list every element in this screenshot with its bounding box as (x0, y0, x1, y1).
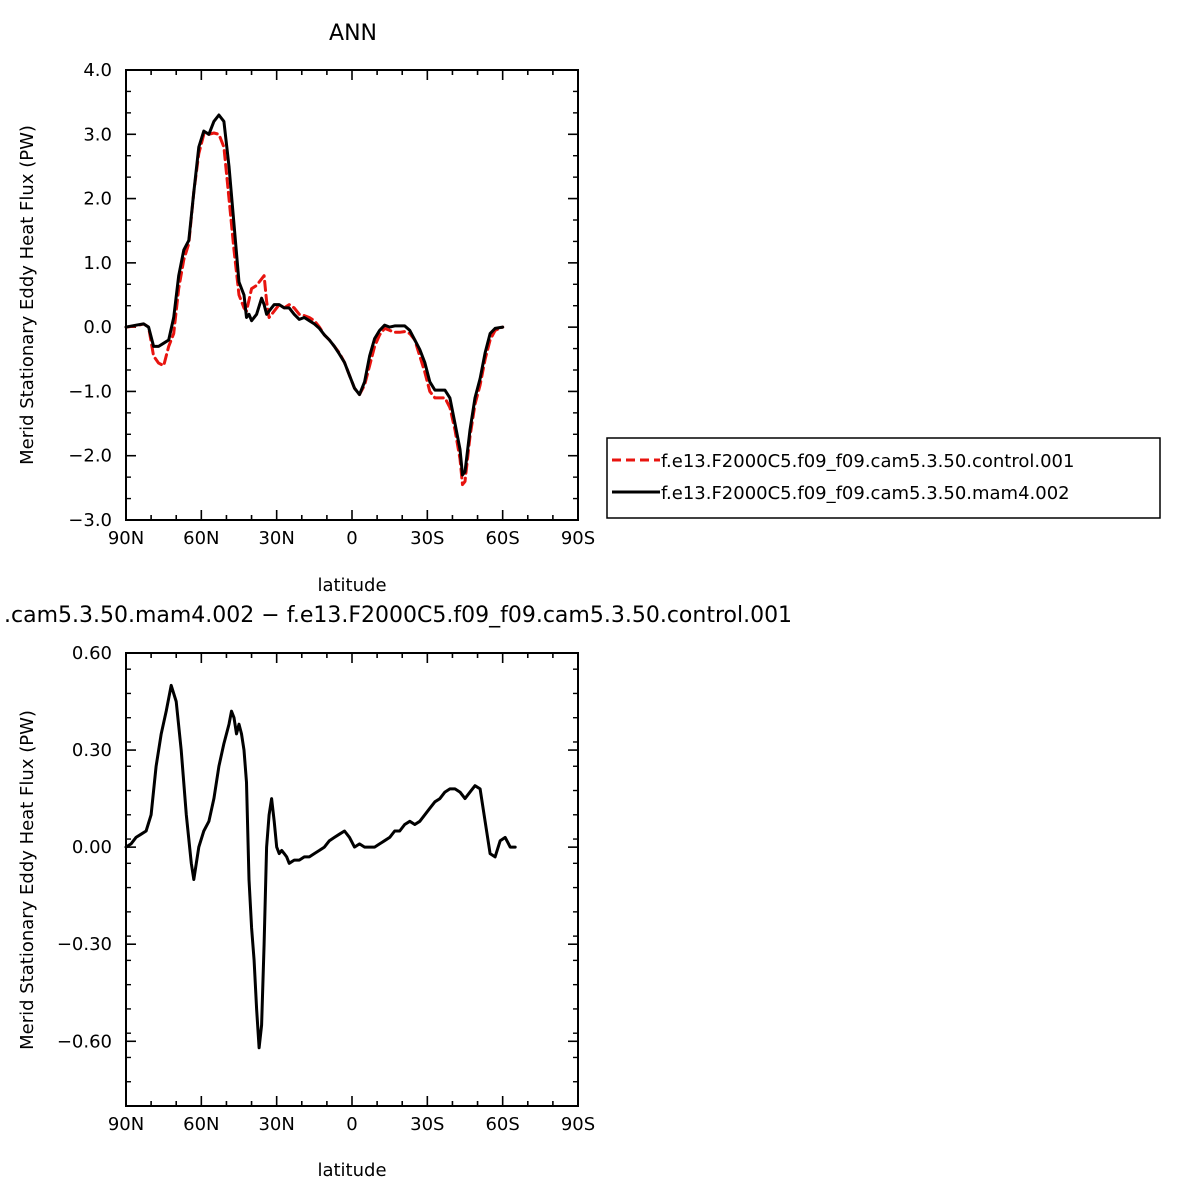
x-tick-label: 60N (183, 1114, 219, 1135)
x-tick-label: 60S (485, 528, 519, 549)
y-tick-label: 4.0 (83, 60, 112, 81)
top-y-axis-label: Merid Stationary Eddy Heat Flux (PW) (17, 125, 38, 465)
y-tick-label: −0.60 (57, 1031, 112, 1052)
x-tick-label: 90N (108, 1114, 144, 1135)
y-tick-label: 3.0 (83, 124, 112, 145)
x-tick-label: 30N (258, 1114, 294, 1135)
y-tick-label: 1.0 (83, 253, 112, 274)
top-plot-frame (125, 69, 579, 521)
x-tick-label: 90N (108, 528, 144, 549)
x-tick-label: 90S (561, 1114, 595, 1135)
bottom-x-axis-label: latitude (317, 1160, 386, 1181)
x-tick-label: 90S (561, 528, 595, 549)
y-tick-label: −3.0 (68, 510, 112, 531)
top-y-tick-labels: 4.0 3.0 2.0 1.0 0.0 −1.0 −2.0 −3.0 (68, 60, 112, 531)
top-panel: ANN 4.0 3.0 2.0 1.0 0.0 −1.0 −2.0 −3.0 90N 60N 30… (17, 21, 1161, 596)
y-tick-label: 0.30 (72, 740, 112, 761)
top-tick-marks (125, 69, 579, 521)
x-tick-label: 0 (346, 1114, 357, 1135)
y-tick-label: 0.00 (72, 837, 112, 858)
top-x-axis-label: latitude (317, 575, 386, 596)
y-tick-label: −1.0 (68, 381, 112, 402)
bottom-series-line-0 (124, 683, 517, 1050)
x-tick-label: 60N (183, 528, 219, 549)
top-series-line-0 (124, 131, 505, 487)
bottom-plot-frame (125, 652, 579, 1107)
bottom-y-tick-labels: 0.60 0.30 0.00 −0.30 −0.60 (57, 643, 112, 1052)
legend-label-mam4: f.e13.F2000C5.f09_f09.cam5.3.50.mam4.002 (661, 483, 1070, 504)
x-tick-label: 30S (410, 1114, 444, 1135)
top-x-tick-labels: 90N 60N 30N 0 30S 60S 90S (108, 528, 595, 549)
y-tick-label: 0.0 (83, 317, 112, 338)
top-legend-box (606, 437, 1161, 519)
top-chart-title: ANN (329, 21, 377, 46)
x-tick-label: 60S (485, 1114, 519, 1135)
bottom-chart-title: .cam5.3.50.mam4.002 − f.e13.F2000C5.f09_… (4, 603, 792, 628)
bottom-y-axis-label: Merid Stationary Eddy Heat Flux (PW) (17, 710, 38, 1050)
x-tick-label: 30N (258, 528, 294, 549)
y-tick-label: 2.0 (83, 189, 112, 210)
y-tick-label: −0.30 (57, 934, 112, 955)
y-tick-label: 0.60 (72, 643, 112, 664)
top-series-line-1 (124, 113, 505, 477)
top-legend: f.e13.F2000C5.f09_f09.cam5.3.50.control.… (606, 437, 1161, 519)
legend-label-control: f.e13.F2000C5.f09_f09.cam5.3.50.control.… (661, 451, 1074, 472)
y-tick-label: −2.0 (68, 446, 112, 467)
bottom-x-tick-labels: 90N 60N 30N 0 30S 60S 90S (108, 1114, 595, 1135)
top-series-lines (124, 113, 505, 487)
bottom-panel: .cam5.3.50.mam4.002 − f.e13.F2000C5.f09_… (4, 603, 792, 1181)
x-tick-label: 0 (346, 528, 357, 549)
x-tick-label: 30S (410, 528, 444, 549)
bottom-series-lines (124, 683, 517, 1050)
